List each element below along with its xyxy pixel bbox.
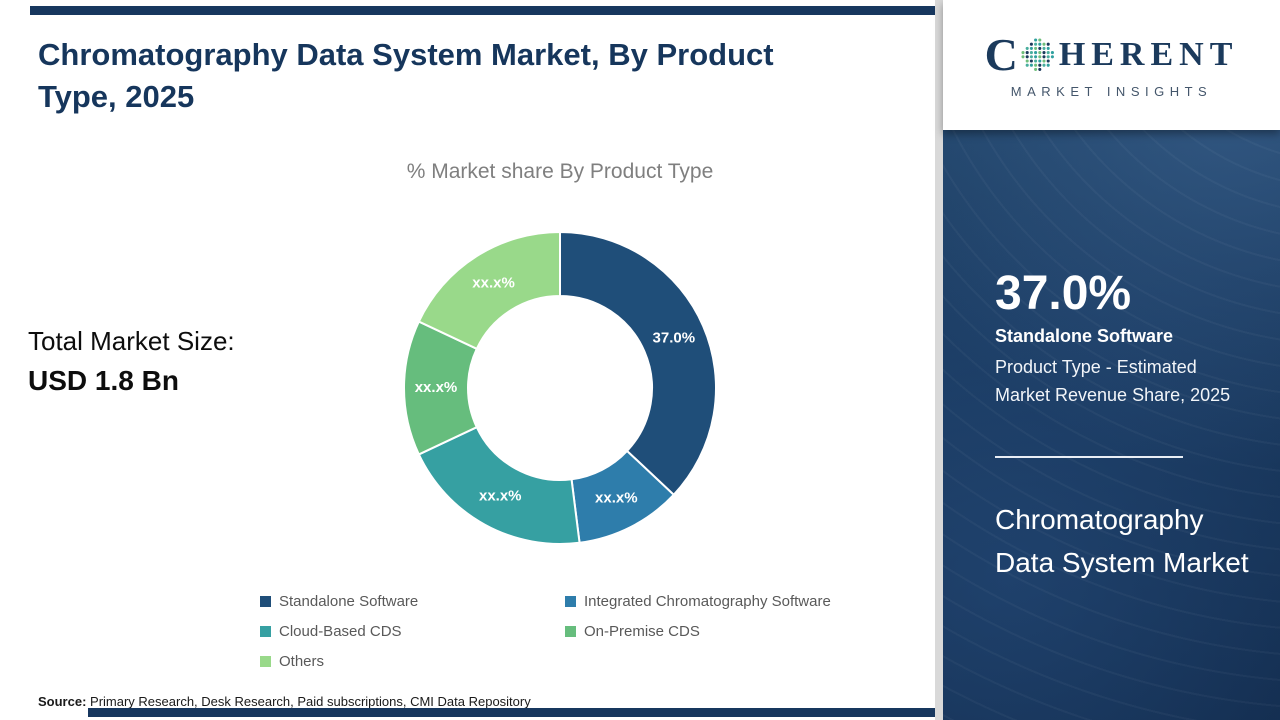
vertical-divider: [935, 0, 943, 720]
sidebar-stat-description: Product Type - Estimated Market Revenue …: [995, 357, 1231, 405]
donut-slice-label: xx.x%: [479, 488, 522, 505]
logo-letter-c: C: [984, 28, 1018, 80]
legend-label: Standalone Software: [279, 592, 419, 610]
donut-slice-label: xx.x%: [595, 489, 638, 506]
legend-swatch: [260, 655, 271, 667]
legend-label: Cloud-Based CDS: [279, 622, 402, 640]
sidebar-stat-name: Standalone Software: [995, 326, 1174, 346]
total-market-size-block: Total Market Size: USD 1.8 Bn: [28, 326, 278, 397]
donut-slice-label: xx.x%: [415, 379, 458, 396]
donut-slice-others: [417, 230, 561, 351]
legend-item-cloud-based-cds: Cloud-Based CDS: [260, 623, 565, 640]
page-title: Chromatography Data System Market, By Pr…: [38, 37, 774, 114]
legend-item-standalone-software: Standalone Software: [260, 593, 565, 610]
legend-swatch: [565, 625, 576, 637]
total-market-size-label: Total Market Size:: [28, 326, 235, 356]
company-logo: C HERENT MARKET INSIGHTS: [943, 0, 1280, 130]
legend-item-others: Others: [260, 653, 565, 670]
donut-slice-label: 37.0%: [653, 330, 696, 347]
legend-item-on-premise-cds: On-Premise CDS: [565, 623, 831, 640]
donut-slice-cloud-based-cds: [417, 425, 581, 545]
donut-slice-standalone-software: [559, 230, 717, 497]
source-text: Primary Research, Desk Research, Paid su…: [86, 694, 531, 709]
total-market-size-value: USD 1.8 Bn: [28, 365, 179, 396]
logo-globe-icon: [1021, 37, 1054, 71]
chart-legend: Standalone Software Integrated Chromatog…: [260, 586, 831, 676]
top-accent-bar: [30, 6, 935, 15]
logo-wordmark: C HERENT: [984, 28, 1239, 80]
sidebar-divider: [995, 456, 1183, 458]
legend-label: On-Premise CDS: [584, 622, 700, 640]
legend-swatch: [565, 595, 576, 607]
chart-title: % Market share By Product Type: [406, 160, 714, 183]
sidebar-stat-value: 37.0%: [995, 267, 1132, 320]
donut-chart: 37.0% xx.x% xx.x% xx.x% xx.x%: [390, 218, 730, 558]
donut-slice-label: xx.x%: [472, 274, 515, 291]
donut-chart-svg: 37.0% xx.x% xx.x% xx.x% xx.x%: [403, 230, 717, 545]
legend-label: Others: [279, 652, 325, 670]
legend-item-integrated-chromatography-software: Integrated Chromatography Software: [565, 593, 831, 610]
legend-swatch: [260, 595, 271, 607]
sidebar-market-name: Chromatography Data System Market: [995, 504, 1249, 579]
source-label: Source:: [38, 694, 87, 709]
bottom-accent-bar: [88, 708, 935, 717]
logo-word-rest: HERENT: [1058, 35, 1239, 73]
logo-subtitle: MARKET INSIGHTS: [1010, 83, 1213, 99]
legend-swatch: [260, 625, 271, 637]
legend-label: Integrated Chromatography Software: [584, 592, 831, 610]
source-attribution: Source: Primary Research, Desk Research,…: [38, 694, 531, 709]
